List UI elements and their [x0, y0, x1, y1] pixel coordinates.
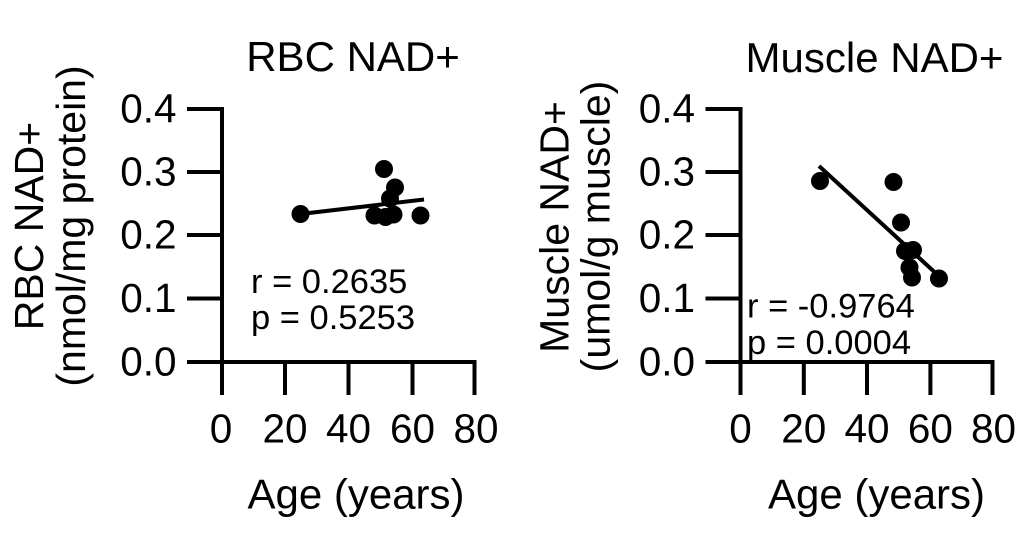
svg-text:0.4: 0.4 — [120, 86, 176, 132]
svg-text:(umol/g muscle): (umol/g muscle) — [573, 81, 619, 373]
svg-text:p = 0.5253: p = 0.5253 — [251, 299, 415, 337]
svg-text:40: 40 — [844, 406, 889, 452]
svg-text:80: 80 — [971, 406, 1016, 452]
svg-text:0.1: 0.1 — [120, 275, 176, 321]
svg-text:20: 20 — [781, 406, 826, 452]
svg-text:Age (years): Age (years) — [247, 471, 464, 518]
svg-text:20: 20 — [262, 406, 307, 452]
svg-text:Age (years): Age (years) — [768, 471, 985, 518]
svg-text:0: 0 — [210, 406, 233, 452]
svg-text:0.3: 0.3 — [639, 149, 695, 195]
svg-text:40: 40 — [326, 406, 371, 452]
svg-text:0: 0 — [729, 406, 752, 452]
svg-text:r = 0.2635: r = 0.2635 — [251, 263, 407, 301]
svg-text:(nmol/mg protein): (nmol/mg protein) — [48, 65, 94, 386]
svg-text:0.0: 0.0 — [120, 338, 176, 384]
svg-text:60: 60 — [908, 406, 953, 452]
svg-text:80: 80 — [453, 406, 498, 452]
svg-text:60: 60 — [390, 406, 435, 452]
svg-text:Muscle NAD+: Muscle NAD+ — [746, 34, 1004, 81]
svg-text:0.2: 0.2 — [120, 212, 176, 258]
svg-text:0.4: 0.4 — [639, 86, 695, 132]
svg-text:RBC NAD+: RBC NAD+ — [246, 33, 460, 80]
svg-text:p = 0.0004: p = 0.0004 — [747, 324, 911, 362]
svg-text:0.0: 0.0 — [639, 338, 695, 384]
svg-text:r = -0.9764: r = -0.9764 — [747, 288, 915, 326]
svg-text:0.3: 0.3 — [120, 149, 176, 195]
svg-text:RBC NAD+: RBC NAD+ — [6, 122, 52, 330]
svg-text:0.2: 0.2 — [639, 212, 695, 258]
svg-text:0.1: 0.1 — [639, 275, 695, 321]
svg-text:Muscle NAD+: Muscle NAD+ — [532, 101, 578, 353]
